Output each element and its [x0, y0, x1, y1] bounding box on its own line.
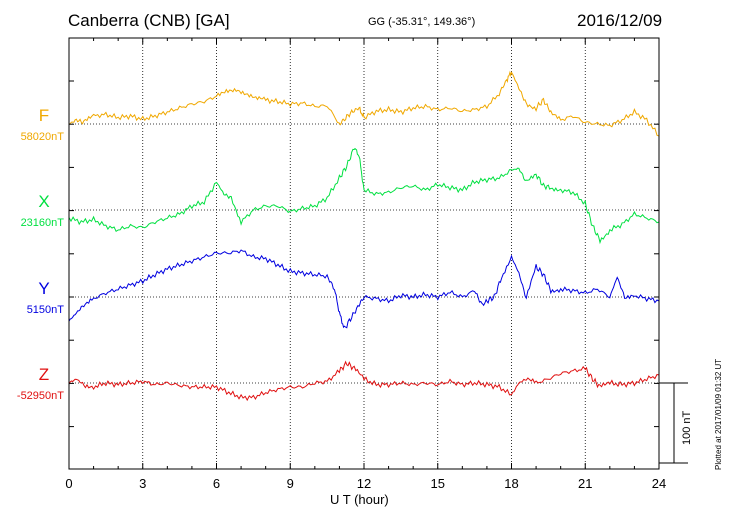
baseline-label-f: 58020nT: [20, 131, 64, 143]
component-label-y: Y: [38, 279, 50, 298]
plotted-timestamp: Plotted at 2017/01/09 01:32 UT: [714, 358, 723, 470]
x-tick-label: 0: [65, 476, 72, 491]
series-line-f: [68, 70, 660, 137]
baseline-label-z: -52950nT: [16, 390, 64, 402]
component-label-z: Z: [38, 365, 50, 384]
x-axis-label: U T (hour): [330, 492, 389, 507]
baseline-label-x: 23160nT: [20, 217, 64, 229]
baseline-label-y: 5150nT: [26, 304, 64, 316]
component-label-f: F: [38, 106, 50, 125]
x-tick-label: 15: [431, 476, 445, 491]
x-tick-labels: 0 3 6 9 12 15 18 21 24: [65, 476, 666, 491]
station-coordinates: GG (-35.31°, 149.36°): [368, 16, 476, 28]
x-tick-label: 3: [139, 476, 146, 491]
grid-lines: [69, 38, 659, 469]
x-tick-label: 12: [357, 476, 371, 491]
series-line-x: [68, 147, 660, 245]
station-title: Canberra (CNB) [GA]: [68, 11, 230, 30]
x-tick-label: 9: [287, 476, 294, 491]
series-traces: [68, 70, 660, 402]
component-label-x: X: [38, 192, 50, 211]
scale-bar: [659, 382, 688, 464]
x-tick-label: 18: [504, 476, 518, 491]
plot-date: 2016/12/09: [577, 11, 663, 30]
x-tick-label: 6: [213, 476, 220, 491]
x-tick-label: 21: [578, 476, 592, 491]
x-tick-label: 24: [652, 476, 666, 491]
series-line-z: [68, 360, 660, 402]
scale-bar-label: 100 nT: [681, 410, 693, 445]
tick-marks: [68, 38, 660, 469]
series-line-y: [68, 249, 660, 329]
